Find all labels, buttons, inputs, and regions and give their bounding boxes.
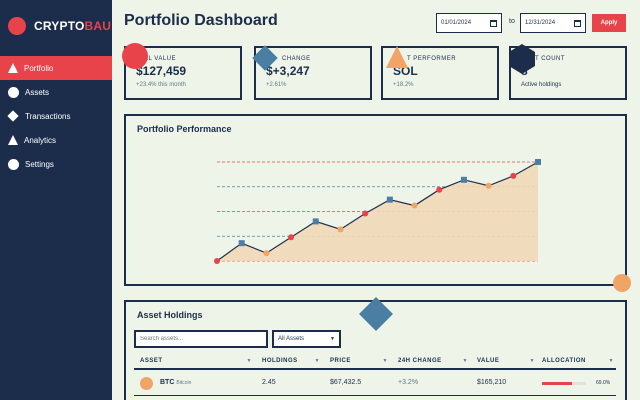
column-header-price[interactable]: PRICE ▼ [330,358,388,364]
data-point[interactable] [362,210,369,217]
card-label: CHANGE [282,56,311,62]
sort-icon: ▼ [529,358,535,364]
search-input[interactable] [134,330,268,348]
date-from-value: 01/01/2024 [441,20,472,26]
data-point[interactable] [460,176,467,183]
value-cell: $165,210 [477,379,507,386]
data-point[interactable] [337,226,344,233]
decorative-circle-icon [613,274,631,292]
data-point[interactable] [411,202,418,209]
card-value: $127,459 [136,64,187,78]
sidebar-item-analytics[interactable]: Analytics [0,128,112,152]
column-header-holdings[interactable]: HOLDINGS ▼ [262,358,320,364]
card-subtext: +2.61% [266,82,287,88]
performance-panel: Portfolio Performance [124,114,627,286]
sort-icon: ▼ [608,358,614,364]
sidebar-nav: Portfolio Assets Transactions Analytics … [0,56,112,176]
data-point[interactable] [535,159,541,165]
decorative-circle-icon [122,43,148,69]
calendar-icon[interactable] [574,19,581,27]
calendar-icon[interactable] [490,19,497,27]
sidebar-item-label: Analytics [24,135,57,145]
card-subtext: +23.4% this month [136,82,186,88]
allocation-bar-fill [542,382,573,385]
card-label: AL VALUE [144,56,177,62]
stat-card-change: CHANGE $+3,247 +2.61% [254,46,372,100]
logo-circle-icon [8,17,26,35]
decorative-hexagon-icon [509,44,535,74]
triangle-icon [8,63,18,73]
card-label: T COUNT [535,56,566,62]
data-point[interactable] [436,186,443,193]
circle-icon [8,158,19,170]
allocation-cell: 69.0% [596,380,611,386]
card-value: $+3,247 [266,64,310,78]
coin-icon [140,377,153,390]
chevron-down-icon: ▼ [330,336,335,342]
date-to-value: 12/31/2024 [525,20,556,26]
allocation-bar [542,382,586,385]
date-separator: to [509,18,515,25]
card-subtext: +18.2% [393,82,414,88]
column-header-24h-change[interactable]: 24H CHANGE ▼ [398,358,468,364]
sidebar-item-portfolio[interactable]: Portfolio [0,56,112,80]
chart-title: Portfolio Performance [137,124,232,134]
area-fill [217,162,538,261]
column-header-value[interactable]: VALUE ▼ [477,358,535,364]
stat-card-total-value: AL VALUE $127,459 +23.4% this month [124,46,242,100]
decorative-triangle-icon [386,46,408,68]
sidebar-item-label: Transactions [25,111,71,121]
data-point[interactable] [238,240,245,247]
table-row[interactable]: BTC Bitcoin 2.45 $67,432.5 +3.2% $165,210… [134,372,616,396]
data-point[interactable] [485,182,492,189]
asset-filter-select[interactable]: All Assets ▼ [272,330,341,348]
date-from-input[interactable]: 01/01/2024 [436,13,502,33]
data-point[interactable] [510,172,517,179]
asset-cell: BTC Bitcoin [160,379,192,386]
sidebar: CRYPTOBAU Portfolio Assets Transactions … [0,0,112,400]
data-point[interactable] [386,196,393,203]
series-line [216,161,539,262]
sidebar-item-label: Portfolio [24,63,54,73]
triangle-icon [8,135,18,145]
date-to-input[interactable]: 12/31/2024 [520,13,586,33]
filter-value: All Assets [278,336,305,342]
change-cell: +3.2% [398,379,419,386]
card-subtext: Active holdings [521,82,562,88]
brand-name: CRYPTOBAU [34,19,112,33]
sort-icon: ▼ [382,358,388,364]
data-point[interactable] [214,258,220,264]
column-header-asset[interactable]: ASSET ▼ [140,358,252,364]
holdings-table-header: ASSET ▼ HOLDINGS ▼ PRICE ▼ 24H CHANGE ▼ VALU… [134,354,616,370]
sidebar-item-label: Assets [25,87,50,97]
column-header-allocation[interactable]: ALLOCATION ▼ [542,358,614,364]
data-point[interactable] [312,218,319,225]
sidebar-item-settings[interactable]: Settings [0,152,112,176]
sidebar-item-assets[interactable]: Assets [0,80,112,104]
sort-icon: ▼ [462,358,468,364]
apply-button[interactable]: Apply [592,14,626,32]
performance-chart [214,159,541,264]
holdings-cell: 2.45 [262,379,276,386]
page-title: Portfolio Dashboard [124,12,278,29]
diamond-icon [7,110,19,122]
card-label: T PERFORMER [407,56,457,62]
sort-icon: ▼ [314,358,320,364]
data-point[interactable] [263,250,270,257]
data-point[interactable] [288,234,295,241]
holdings-title: Asset Holdings [137,310,203,320]
price-cell: $67,432.5 [330,379,362,386]
circle-icon [8,86,19,98]
brand-logo[interactable]: CRYPTOBAU [8,16,111,36]
sidebar-item-transactions[interactable]: Transactions [0,104,112,128]
sort-icon: ▼ [246,358,252,364]
sidebar-item-label: Settings [25,159,54,169]
